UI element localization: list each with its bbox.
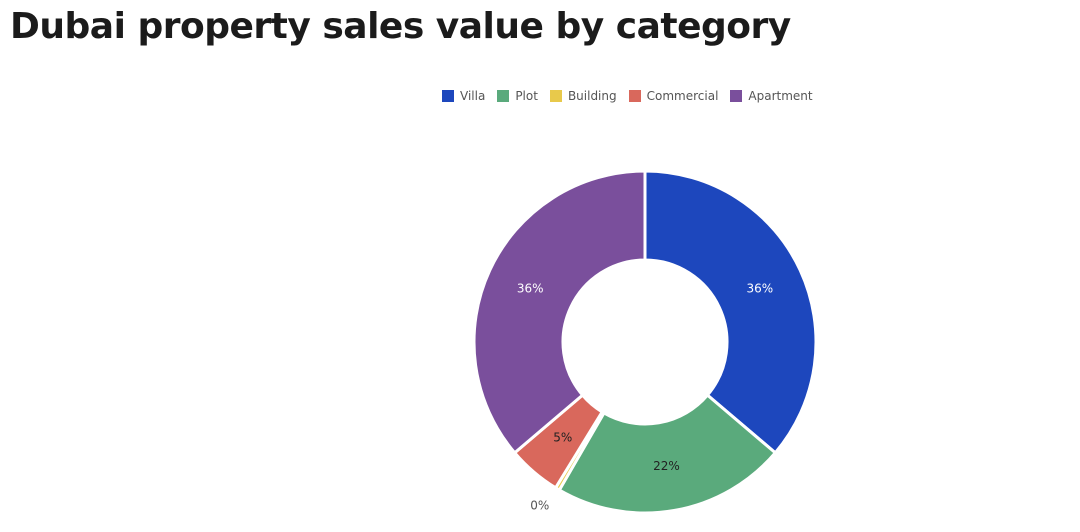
legend-item-villa[interactable]: Villa [442,89,485,103]
slice-plot[interactable] [557,393,778,515]
legend-swatch [549,90,562,102]
slice-labels: 36% 22% 0% 5% 36% [517,281,773,512]
slice-label-villa: 36% [746,281,773,295]
slice-label-building: 0% [530,498,549,512]
slice-label-commercial: 5% [553,431,572,445]
legend-swatch [442,90,454,102]
legend-label: Plot [515,89,538,103]
legend: Villa Plot Building Commercial Apartment [442,89,813,103]
legend-item-commercial[interactable]: Commercial [628,89,719,103]
legend-label: Apartment [748,89,813,103]
slice-label-plot: 22% [653,459,680,473]
slice-apartment[interactable] [472,169,647,455]
legend-label: Commercial [646,89,719,103]
legend-label: Villa [460,89,486,103]
legend-label: Building [567,89,617,103]
legend-swatch [628,90,641,102]
legend-swatch [497,90,510,102]
legend-item-plot[interactable]: Plot [497,89,538,103]
slice-villa[interactable] [643,169,818,455]
legend-item-building[interactable]: Building [549,89,617,103]
slices [472,169,818,515]
slice-label-apartment: 36% [517,281,544,295]
legend-item-apartment[interactable]: Apartment [730,89,813,103]
legend-swatch [730,90,743,102]
chart-title: Dubai property sales value by category [10,6,791,47]
